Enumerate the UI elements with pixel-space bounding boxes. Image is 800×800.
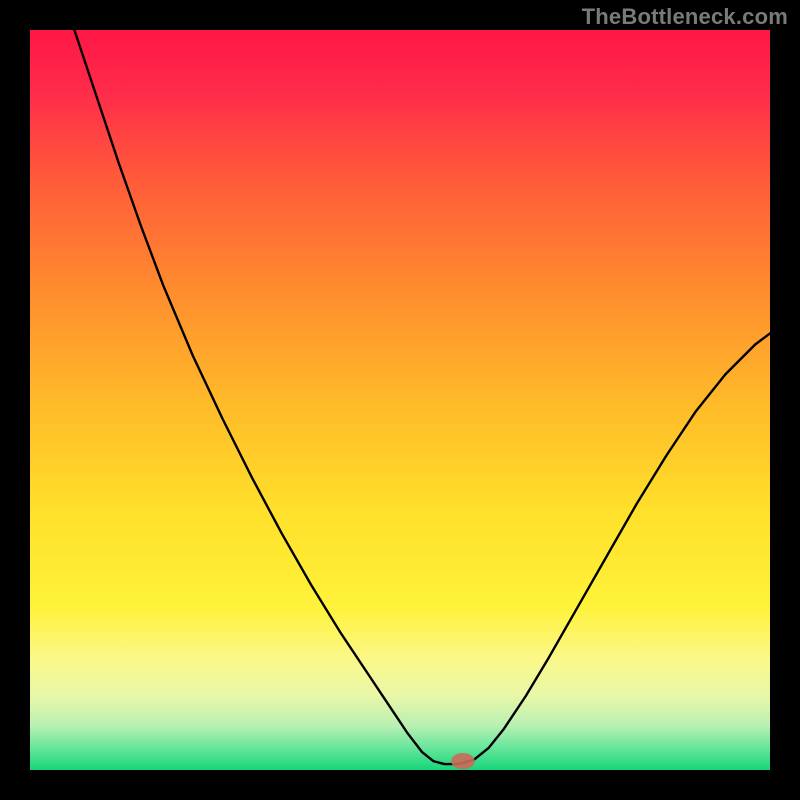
optimum-marker — [451, 753, 475, 769]
chart-background — [30, 30, 770, 770]
watermark-label: TheBottleneck.com — [582, 4, 788, 30]
chart-frame: TheBottleneck.com — [0, 0, 800, 800]
bottleneck-chart — [30, 30, 770, 770]
